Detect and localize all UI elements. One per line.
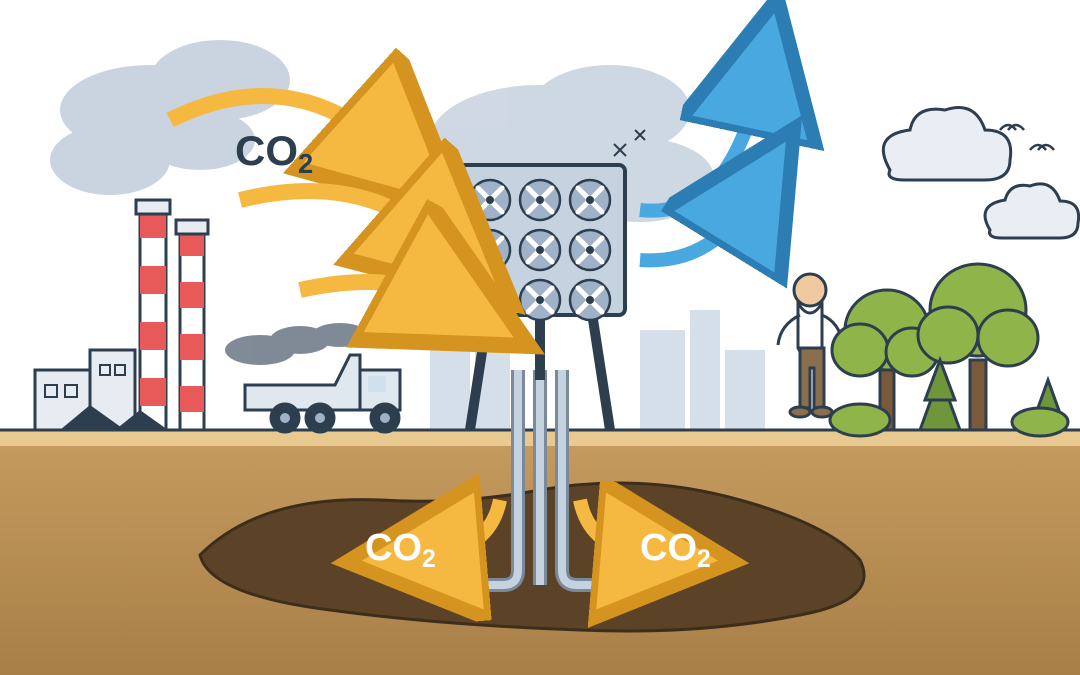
co2-label-top: CO2 (235, 127, 313, 179)
trees-icon (830, 264, 1068, 436)
factory-icon (35, 200, 208, 430)
dump-truck-icon (225, 323, 400, 432)
cloud-icon (883, 108, 1010, 181)
cloud-icon (985, 184, 1079, 238)
carbon-capture-diagram: CO2 CO2 CO2 (0, 0, 1080, 675)
